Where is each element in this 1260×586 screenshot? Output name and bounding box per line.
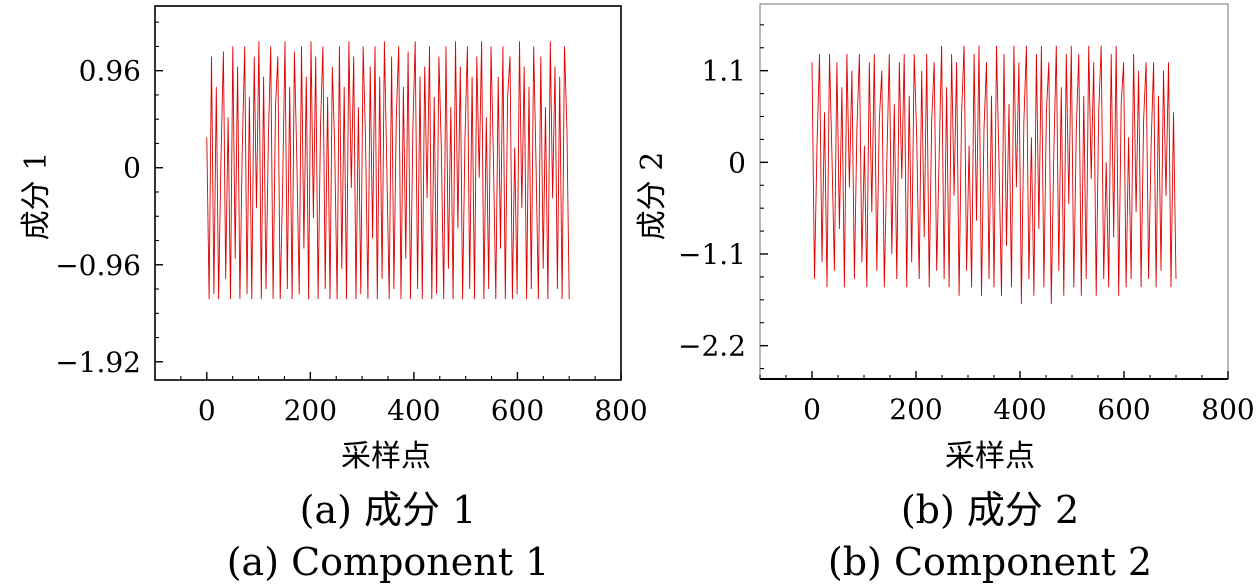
- x-tick-label: 200: [284, 394, 337, 427]
- caption-en-component-1: (a) Component 1: [227, 540, 550, 584]
- x-tick-label: 400: [993, 393, 1046, 426]
- x-tick-label: 200: [889, 393, 942, 426]
- y-tick-label: 0.96: [79, 55, 141, 88]
- y-tick-label: −0.96: [55, 249, 141, 282]
- tick-labels-component-2: 0 200 400 600 800 1.1 0 −1.1 −2.2: [678, 55, 1255, 426]
- x-tick-label: 800: [594, 394, 647, 427]
- x-axis-label-component-2: 采样点: [945, 439, 1035, 474]
- chart-panel-component-1: 0 200 400 600 800 0.96 0 −0.96 −1.92 采样点 成分 1 (a…: [19, 5, 648, 584]
- y-tick-label: −1.1: [678, 238, 746, 271]
- x-tick-label: 0: [803, 393, 821, 426]
- x-tick-label: 0: [198, 394, 216, 427]
- y-axis-label-component-1: 成分 1: [19, 152, 54, 241]
- y-tick-label: 0: [728, 146, 746, 179]
- x-tick-label: 800: [1201, 393, 1254, 426]
- series-line: [206, 41, 570, 300]
- caption-en-component-2: (b) Component 2: [828, 540, 1152, 584]
- x-tick-label: 600: [491, 394, 544, 427]
- y-tick-label: −1.92: [55, 346, 141, 379]
- x-tick-label: 400: [387, 394, 440, 427]
- chart-panel-component-2: 0 200 400 600 800 1.1 0 −1.1 −2.2 采样点 成分 2 (b) 成…: [635, 3, 1255, 584]
- tick-labels-component-1: 0 200 400 600 800 0.96 0 −0.96 −1.92: [55, 55, 648, 427]
- y-axis-label-component-2: 成分 2: [635, 152, 670, 241]
- caption-cn-component-2: (b) 成分 2: [901, 488, 1079, 532]
- x-axis-label-component-1: 采样点: [341, 439, 431, 474]
- axis-ticks-component-2: [759, 24, 1229, 379]
- x-tick-label: 600: [1097, 393, 1150, 426]
- y-tick-label: 1.1: [701, 55, 746, 88]
- plot-frame-component-2: [759, 3, 1229, 380]
- series-line: [811, 45, 1177, 305]
- axis-ticks-component-1: [154, 21, 622, 380]
- caption-cn-component-1: (a) 成分 1: [300, 488, 477, 532]
- y-tick-label: 0: [123, 152, 141, 185]
- y-tick-label: −2.2: [678, 330, 746, 363]
- series-component-2: [811, 45, 1177, 305]
- series-component-1: [206, 41, 570, 300]
